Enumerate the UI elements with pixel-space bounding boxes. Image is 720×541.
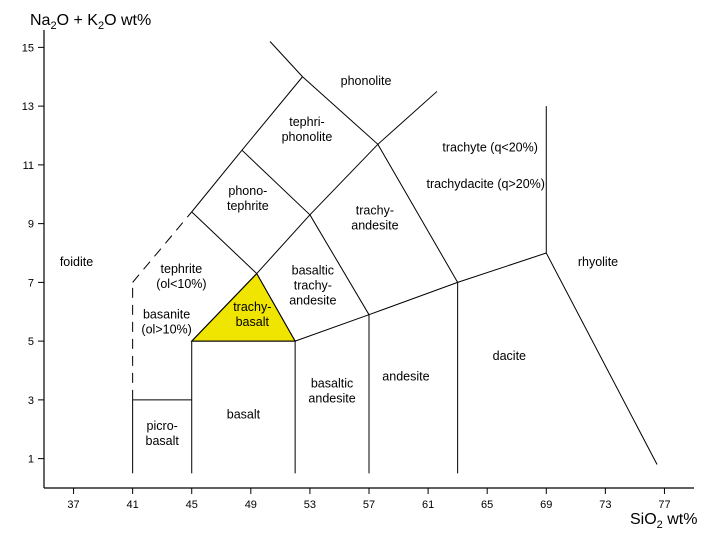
boundary-trachyandesite-left (309, 143, 379, 216)
boundary-trachybasalt-left (191, 273, 258, 342)
boundary-basaltic-trachyandesite-left (256, 214, 311, 274)
field-label-trachybasalt: trachy-basalt (233, 300, 271, 329)
x-tick-label-65: 65 (481, 499, 493, 511)
y-tick-label-15: 15 (22, 42, 34, 54)
boundary-foidite-dashed (132, 211, 193, 283)
boundary-phonolite-right (377, 91, 438, 145)
y-tick-label-11: 11 (23, 160, 34, 172)
y-tick-label-5: 5 (28, 336, 34, 348)
boundary-phonolite-left (269, 41, 303, 78)
field-label-basaltic-andesite: basaltic andesite (308, 377, 355, 406)
boundary-trachyte-bottom (377, 144, 459, 283)
field-label-tephriphonolite: tephri-phonolite (282, 115, 333, 144)
x-tick-label-41: 41 (127, 499, 139, 511)
boundary-tephriphonolite-left (241, 76, 303, 151)
y-tick-label-1: 1 (28, 454, 34, 466)
boundary-layer (132, 41, 658, 474)
boundary-phonotephrite-top (241, 149, 311, 216)
boundary-tephriphonolite-right (302, 76, 379, 145)
field-label-basalt: basalt (227, 408, 261, 422)
x-tick-label-73: 73 (599, 499, 611, 511)
field-label-tephrite: tephrite (ol<10%) (156, 262, 206, 291)
field-label-trachydacite: trachydacite (q>20%) (426, 177, 544, 191)
x-axis-title: SiO2 wt% (630, 511, 697, 531)
y-tick-label-3: 3 (28, 395, 34, 407)
x-tick-label-61: 61 (422, 499, 434, 511)
field-label-rhyolite: rhyolite (578, 255, 618, 269)
y-tick-label-7: 7 (28, 277, 34, 289)
field-label-foidite: foidite (60, 255, 93, 269)
field-label-phonolite: phonolite (341, 74, 392, 88)
x-tick-label-77: 77 (658, 499, 670, 511)
field-label-trachyandesite: trachy-andesite (351, 203, 398, 232)
field-label-basaltic-trachyandesite: basaltic trachy-andesite (289, 263, 336, 307)
x-tick-label-45: 45 (186, 499, 198, 511)
x-tick-label-69: 69 (540, 499, 552, 511)
boundary-trachybasalt-right (256, 273, 296, 342)
x-tick-label-49: 49 (245, 499, 257, 511)
y-tick-label-13: 13 (22, 101, 34, 113)
field-labels: foidite picro-basalt basalt basaltic andesit… (60, 74, 618, 448)
boundary-trachyandesite-bottom (309, 214, 370, 315)
field-label-trachyte: trachyte (q<20%) (442, 140, 538, 154)
field-label-picrobasalt: picro-basalt (146, 419, 180, 448)
field-label-basanite: basanite (ol>10%) (141, 308, 191, 337)
field-label-phonotephrite: phono-tephrite (227, 184, 269, 213)
x-tick-label-57: 57 (363, 499, 375, 511)
boundary-sub-alkaline-top (294, 252, 547, 342)
field-label-dacite: dacite (493, 349, 526, 363)
boundary-rhyolite-right (545, 252, 658, 465)
boundary-phonotephrite-left (191, 149, 243, 213)
y-tick-label-9: 9 (28, 219, 34, 231)
y-axis-title: Na2O + K2O wt% (30, 12, 151, 32)
x-tick-label-53: 53 (304, 499, 316, 511)
x-tick-label-37: 37 (67, 499, 79, 511)
field-label-andesite: andesite (382, 369, 429, 383)
boundary-tephrite-top (191, 211, 258, 274)
